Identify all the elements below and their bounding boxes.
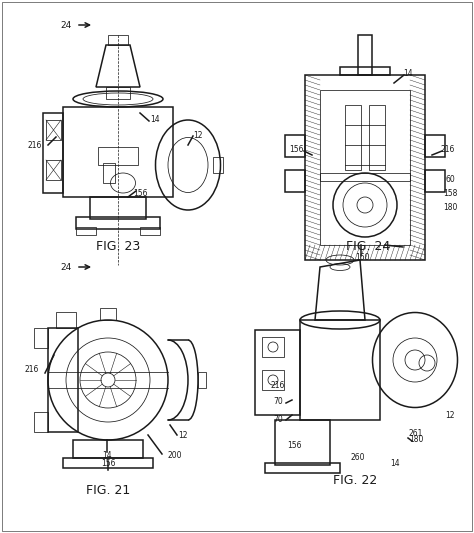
Text: 156: 156 bbox=[133, 189, 147, 198]
Bar bbox=[320, 90, 410, 245]
Text: 160: 160 bbox=[355, 253, 369, 262]
Bar bbox=[34, 412, 48, 432]
Text: 216: 216 bbox=[441, 146, 455, 155]
Bar bbox=[63, 458, 153, 468]
Bar bbox=[48, 328, 78, 432]
Text: 14: 14 bbox=[403, 69, 413, 77]
Bar bbox=[340, 67, 390, 75]
Bar bbox=[255, 330, 300, 415]
Text: 14: 14 bbox=[390, 458, 400, 467]
Bar bbox=[43, 113, 63, 193]
Text: FIG. 22: FIG. 22 bbox=[333, 473, 377, 487]
Bar bbox=[108, 35, 128, 45]
Text: 261: 261 bbox=[409, 429, 423, 438]
Text: 14: 14 bbox=[102, 450, 112, 459]
Text: 156: 156 bbox=[287, 440, 301, 449]
Text: 70: 70 bbox=[273, 416, 283, 424]
Text: 12: 12 bbox=[178, 431, 188, 440]
Bar bbox=[63, 107, 173, 197]
Text: 158: 158 bbox=[443, 189, 457, 198]
Bar bbox=[100, 308, 116, 320]
Text: 200: 200 bbox=[168, 451, 182, 461]
Text: 260: 260 bbox=[351, 454, 365, 463]
Text: 24: 24 bbox=[60, 20, 72, 29]
Bar bbox=[76, 217, 160, 229]
Bar bbox=[34, 328, 48, 348]
Text: 216: 216 bbox=[25, 366, 39, 375]
Text: FIG. 24: FIG. 24 bbox=[346, 240, 390, 254]
Bar bbox=[305, 75, 425, 260]
Bar bbox=[275, 420, 330, 465]
Bar bbox=[56, 312, 76, 328]
Bar bbox=[358, 35, 372, 75]
Text: 216: 216 bbox=[271, 381, 285, 390]
Text: 24: 24 bbox=[60, 262, 72, 271]
Text: 216: 216 bbox=[28, 141, 42, 149]
Text: 12: 12 bbox=[193, 131, 203, 140]
Text: 180: 180 bbox=[409, 435, 423, 445]
Bar bbox=[76, 227, 96, 235]
Bar bbox=[425, 135, 445, 157]
Bar bbox=[369, 105, 385, 170]
Bar bbox=[73, 440, 143, 458]
Bar bbox=[320, 173, 410, 181]
Bar bbox=[198, 372, 206, 388]
Bar bbox=[90, 197, 146, 219]
Bar bbox=[285, 170, 305, 192]
Bar bbox=[103, 163, 115, 183]
Bar bbox=[300, 320, 380, 420]
Text: FIG. 21: FIG. 21 bbox=[86, 483, 130, 497]
Text: FIG. 23: FIG. 23 bbox=[96, 240, 140, 254]
Bar bbox=[265, 463, 340, 473]
Bar bbox=[262, 337, 284, 357]
Bar bbox=[140, 227, 160, 235]
Bar bbox=[345, 105, 361, 170]
Text: 60: 60 bbox=[445, 175, 455, 184]
Bar bbox=[262, 370, 284, 390]
Bar bbox=[425, 170, 445, 192]
Bar bbox=[213, 157, 223, 173]
Bar bbox=[285, 135, 305, 157]
Text: 156: 156 bbox=[101, 459, 115, 469]
Bar bbox=[46, 160, 61, 180]
Text: 70: 70 bbox=[273, 398, 283, 407]
Text: 12: 12 bbox=[445, 410, 455, 419]
Text: 14: 14 bbox=[150, 116, 160, 125]
Text: 180: 180 bbox=[443, 203, 457, 212]
Bar bbox=[106, 87, 130, 99]
Text: 156: 156 bbox=[289, 146, 303, 155]
Bar bbox=[46, 120, 61, 140]
Bar bbox=[98, 147, 138, 165]
